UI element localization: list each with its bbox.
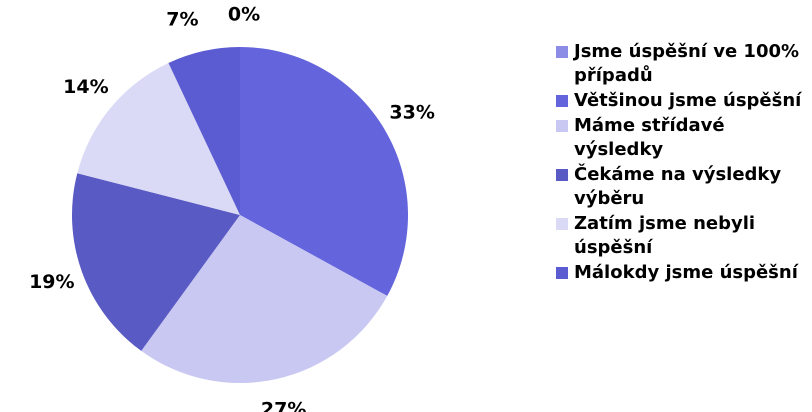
legend-item: Zatím jsme nebyli úspěšní [556,212,806,260]
legend-swatch [556,218,568,230]
legend-swatch [556,46,568,58]
slice-label: 14% [63,76,108,98]
legend-label: Většinou jsme úspěšní [574,90,802,111]
pie-slice [72,173,240,351]
pie-slice [240,47,409,296]
slice-label: 19% [29,271,74,293]
legend-label: Málokdy jsme úspěšní [574,262,798,283]
legend-swatch [556,267,568,279]
legend-label: Jsme úspěšní ve 100% případů [574,41,800,86]
slice-label: 7% [166,8,198,30]
legend: Jsme úspěšní ve 100% případů Většinou jsm… [556,40,806,286]
slice-label: 27% [261,399,306,412]
legend-item: Čekáme na výsledky výběru [556,163,806,211]
slice-label: 0% [228,4,260,26]
legend-label: Zatím jsme nebyli úspěšní [574,213,756,258]
slice-label: 33% [389,102,434,124]
legend-label: Čekáme na výsledky výběru [574,164,782,209]
legend-swatch [556,169,568,181]
pie-slice [77,62,240,215]
legend-item: Jsme úspěšní ve 100% případů [556,40,806,88]
legend-item: Většinou jsme úspěšní [556,89,806,113]
legend-item: Málokdy jsme úspěšní [556,261,806,285]
legend-item: Máme střídavé výsledky [556,114,806,162]
pie-slice [141,215,388,383]
legend-swatch [556,95,568,107]
chart: 0% 33% 27% 19% 14% 7% [29,4,435,412]
legend-swatch [556,120,568,132]
legend-label: Máme střídavé výsledky [574,115,725,160]
pie-slice [168,47,240,215]
